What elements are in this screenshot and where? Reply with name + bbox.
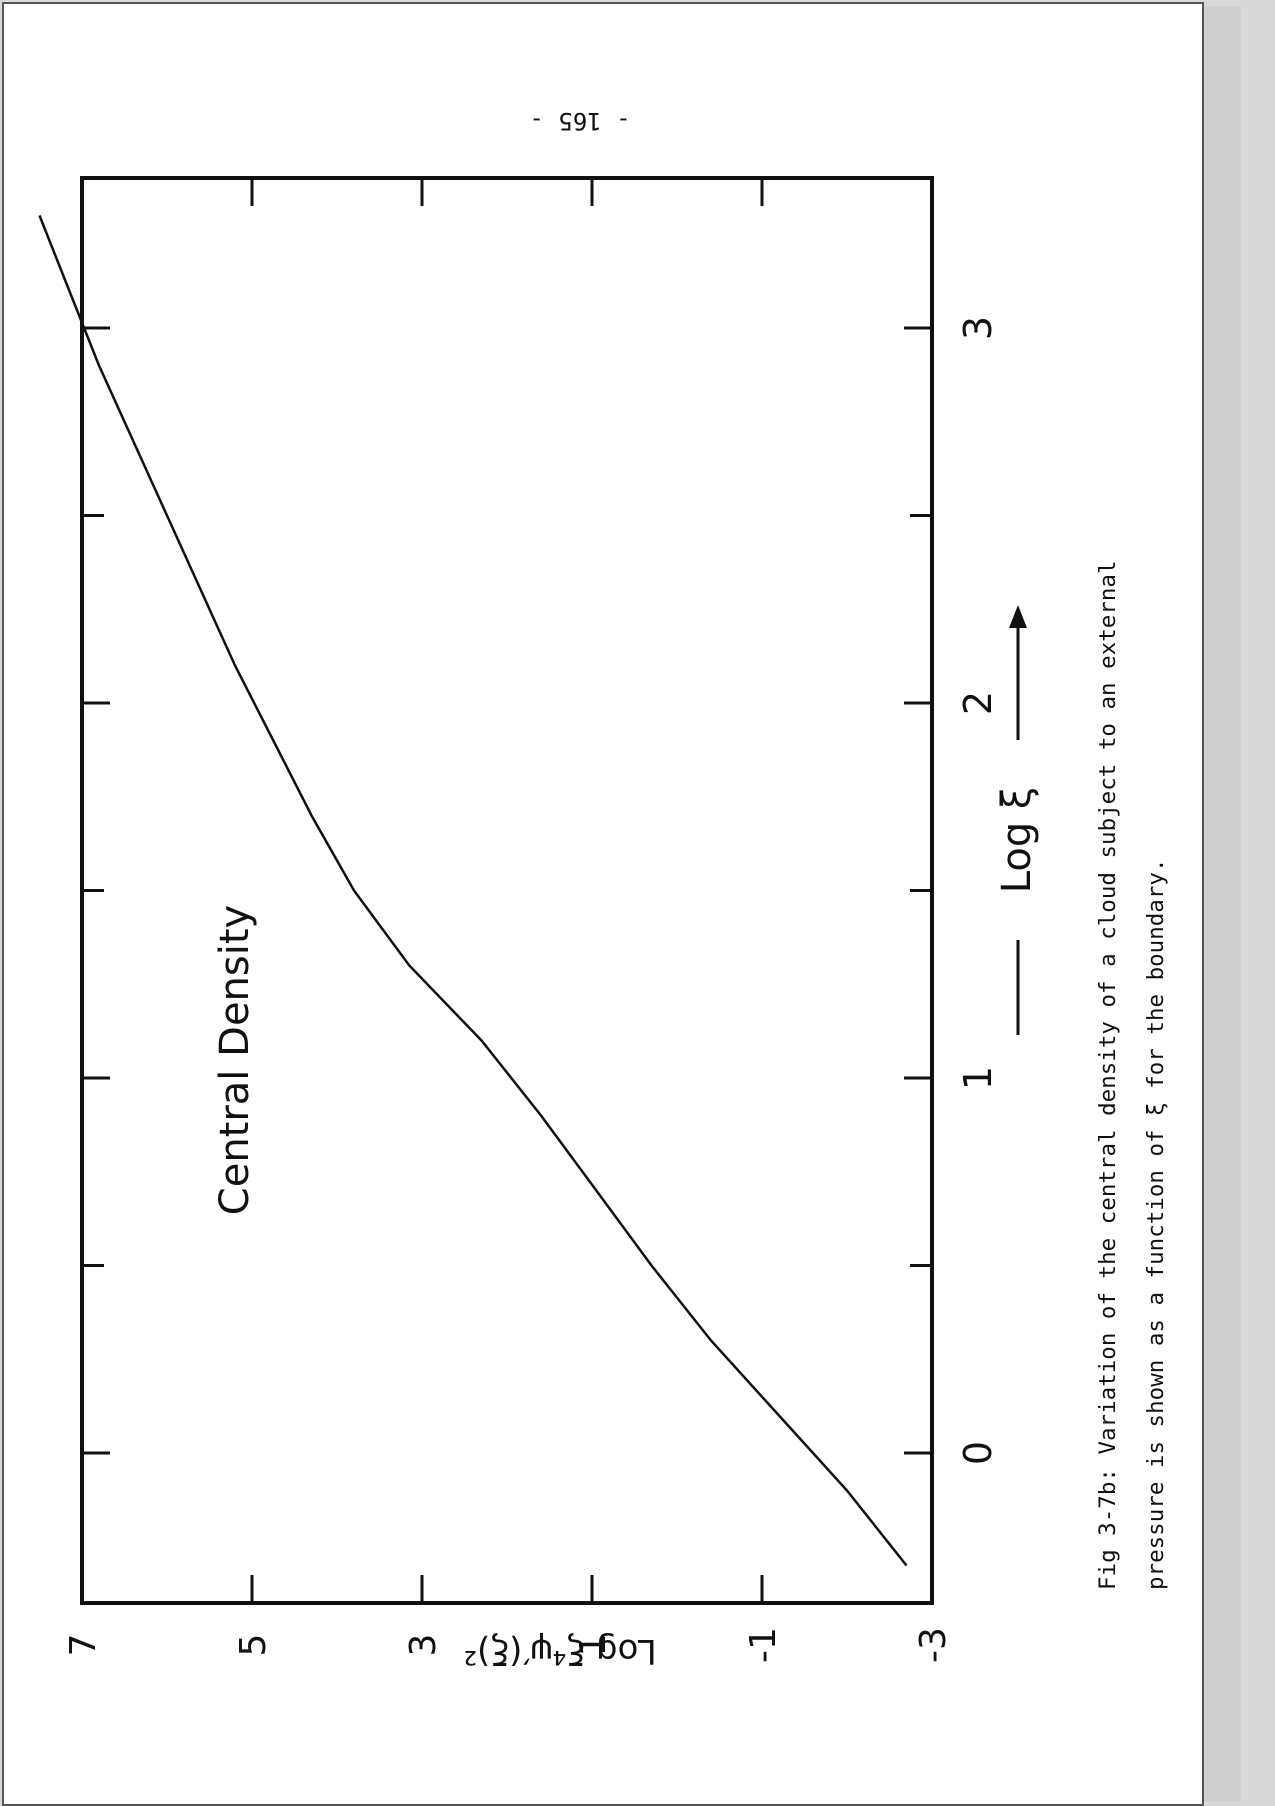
y-tick-label: -1 bbox=[743, 1627, 784, 1663]
annotation-central-density: Central Density bbox=[212, 905, 258, 1215]
y-axis-label: Log ξ⁴ψ′(ξ)² bbox=[463, 1631, 656, 1671]
x-axis-ticks: 0 1 2 3 bbox=[82, 316, 1000, 1465]
series-line bbox=[38, 215, 908, 1567]
y-tick-label: 3 bbox=[403, 1634, 444, 1657]
y-tick-label: -3 bbox=[913, 1627, 954, 1663]
x-tick-label: 0 bbox=[956, 1441, 1000, 1465]
x-tick-label: 1 bbox=[956, 1066, 1000, 1090]
paper-sheet bbox=[2, 2, 1204, 1806]
page-number: - 165 - bbox=[529, 107, 630, 135]
plot-frame bbox=[80, 176, 934, 1605]
caption-line-2: pressure is shown as a function of ξ for… bbox=[1143, 859, 1169, 1591]
x-tick-label: 3 bbox=[956, 316, 1000, 340]
caption-line-1: Fig 3-7b: Variation of the central densi… bbox=[1095, 560, 1121, 1590]
x-axis-label: Log ξ bbox=[994, 787, 1040, 893]
y-tick-label: 7 bbox=[63, 1634, 104, 1657]
y-axis-ticks: -3 -1 1 3 5 7 bbox=[63, 178, 954, 1663]
arrow-icon bbox=[1009, 605, 1027, 628]
y-tick-label: 5 bbox=[233, 1634, 274, 1657]
y-tick-label: 1 bbox=[573, 1634, 614, 1657]
x-tick-label: 2 bbox=[956, 691, 1000, 715]
